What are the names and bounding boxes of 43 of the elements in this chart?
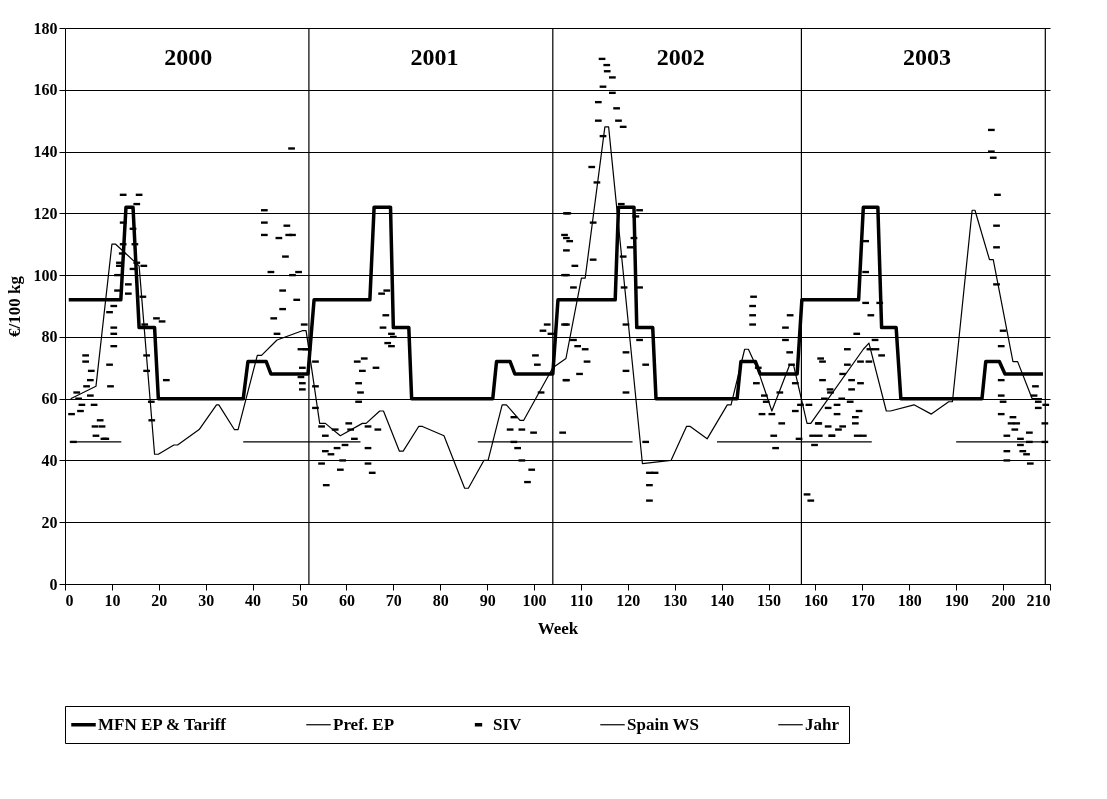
x-tick-label: 150 bbox=[757, 591, 782, 609]
x-tick-label: 130 bbox=[663, 591, 688, 609]
y-tick-label: 180 bbox=[33, 19, 58, 37]
legend-label: Jahr bbox=[805, 714, 840, 734]
x-tick-label: 90 bbox=[479, 591, 496, 609]
x-tick-label: 0 bbox=[65, 591, 74, 609]
x-tick-label: 70 bbox=[385, 591, 402, 609]
x-tick-label: 50 bbox=[292, 591, 309, 609]
legend-label: Pref. EP bbox=[333, 714, 395, 734]
x-tick-label: 40 bbox=[245, 591, 262, 609]
annotation: 2003 bbox=[902, 44, 951, 70]
x-tick-label: 190 bbox=[944, 591, 969, 609]
y-tick-label: 0 bbox=[49, 575, 58, 593]
x-tick-label: 140 bbox=[710, 591, 735, 609]
x-tick-label: 200 bbox=[991, 591, 1016, 609]
y-tick-label: 60 bbox=[41, 390, 58, 408]
x-tick-label: 10 bbox=[104, 591, 121, 609]
y-axis-title: €/100 kg bbox=[4, 275, 24, 337]
y-tick-label: 120 bbox=[33, 204, 58, 222]
legend-label: Spain WS bbox=[627, 714, 699, 734]
x-tick-label: 120 bbox=[616, 591, 641, 609]
x-tick-label: 100 bbox=[522, 591, 547, 609]
annotation: 2000 bbox=[164, 44, 213, 70]
x-tick-label: 60 bbox=[338, 591, 355, 609]
y-tick-label: 80 bbox=[41, 328, 58, 346]
annotation: 2001 bbox=[410, 44, 459, 70]
x-tick-label: 210 bbox=[1026, 591, 1051, 609]
annotation: 2002 bbox=[656, 44, 705, 70]
x-tick-label: 20 bbox=[151, 591, 168, 609]
x-axis-title: Week bbox=[537, 618, 579, 638]
y-tick-label: 20 bbox=[41, 513, 58, 531]
x-tick-label: 180 bbox=[897, 591, 922, 609]
x-tick-label: 160 bbox=[803, 591, 828, 609]
y-tick-label: 100 bbox=[33, 266, 58, 284]
legend-label: SIV bbox=[493, 714, 523, 734]
legend-label: MFN EP & Tariff bbox=[98, 714, 227, 734]
x-tick-label: 30 bbox=[198, 591, 215, 609]
x-tick-label: 170 bbox=[850, 591, 875, 609]
x-tick-label: 110 bbox=[569, 591, 594, 609]
x-tick-label: 80 bbox=[432, 591, 449, 609]
y-tick-label: 40 bbox=[41, 451, 58, 469]
y-tick-label: 140 bbox=[33, 143, 58, 161]
y-tick-label: 160 bbox=[33, 81, 58, 99]
